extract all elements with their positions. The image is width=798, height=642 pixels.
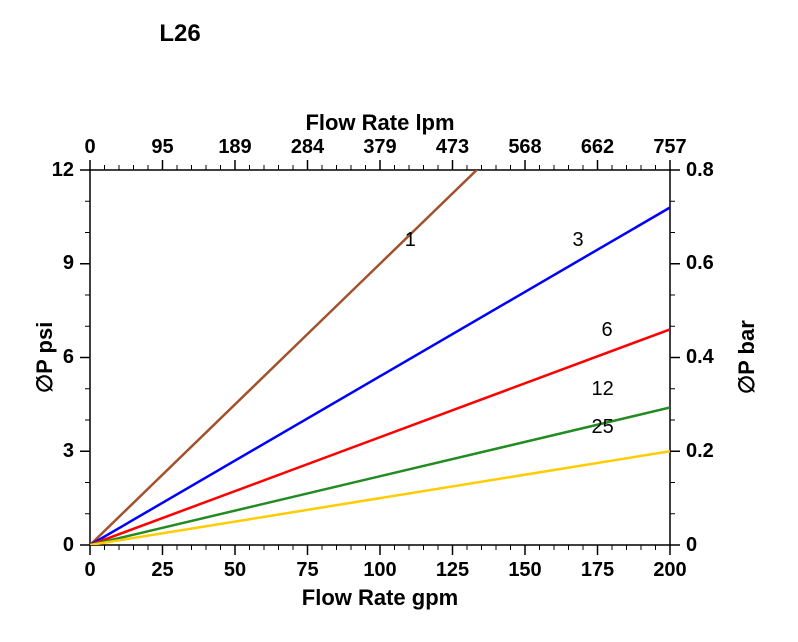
x-bottom-tick: 75 [296, 559, 318, 582]
x-bottom-tick: 25 [151, 559, 173, 582]
x-top-tick: 284 [291, 136, 324, 159]
y-left-tick: 12 [52, 159, 74, 182]
x-top-label: Flow Rate lpm [305, 110, 454, 136]
x-bottom-tick: 175 [581, 559, 614, 582]
x-bottom-tick: 50 [224, 559, 246, 582]
plot-border [90, 170, 670, 545]
series-12 [90, 408, 670, 546]
series-label-12: 12 [592, 378, 614, 401]
y-left-tick: 6 [63, 346, 74, 369]
y-right-label: ∅P bar [734, 321, 760, 395]
series-label-25: 25 [592, 416, 614, 439]
y-right-tick: 0.4 [686, 346, 714, 369]
x-top-tick: 757 [653, 136, 686, 159]
y-right-tick: 0.2 [686, 440, 714, 463]
x-bottom-tick: 150 [508, 559, 541, 582]
y-left-label: ∅P psi [32, 322, 58, 393]
x-bottom-label: Flow Rate gpm [302, 585, 458, 611]
series-25 [90, 451, 670, 545]
chart-root: 0255075100125150175200Flow Rate gpm09518… [0, 0, 798, 642]
y-right-tick: 0.6 [686, 252, 714, 275]
x-top-tick: 379 [363, 136, 396, 159]
series-label-3: 3 [573, 229, 584, 252]
series-6 [90, 329, 670, 545]
x-bottom-tick: 100 [363, 559, 396, 582]
chart-title: L26 [159, 20, 200, 48]
x-top-tick: 95 [151, 136, 173, 159]
y-right-tick: 0 [686, 534, 697, 557]
series-label-1: 1 [405, 229, 416, 252]
x-top-tick: 0 [84, 136, 95, 159]
x-bottom-tick: 0 [84, 559, 95, 582]
chart-svg [0, 0, 798, 642]
y-left-tick: 0 [63, 534, 74, 557]
series-3 [90, 208, 670, 546]
series-1 [90, 0, 670, 545]
x-top-tick: 662 [581, 136, 614, 159]
y-left-tick: 9 [63, 252, 74, 275]
x-bottom-tick: 125 [436, 559, 469, 582]
x-top-tick: 189 [218, 136, 251, 159]
y-right-tick: 0.8 [686, 159, 714, 182]
series-label-6: 6 [602, 319, 613, 342]
y-left-tick: 3 [63, 440, 74, 463]
x-bottom-tick: 200 [653, 559, 686, 582]
x-top-tick: 568 [508, 136, 541, 159]
x-top-tick: 473 [436, 136, 469, 159]
